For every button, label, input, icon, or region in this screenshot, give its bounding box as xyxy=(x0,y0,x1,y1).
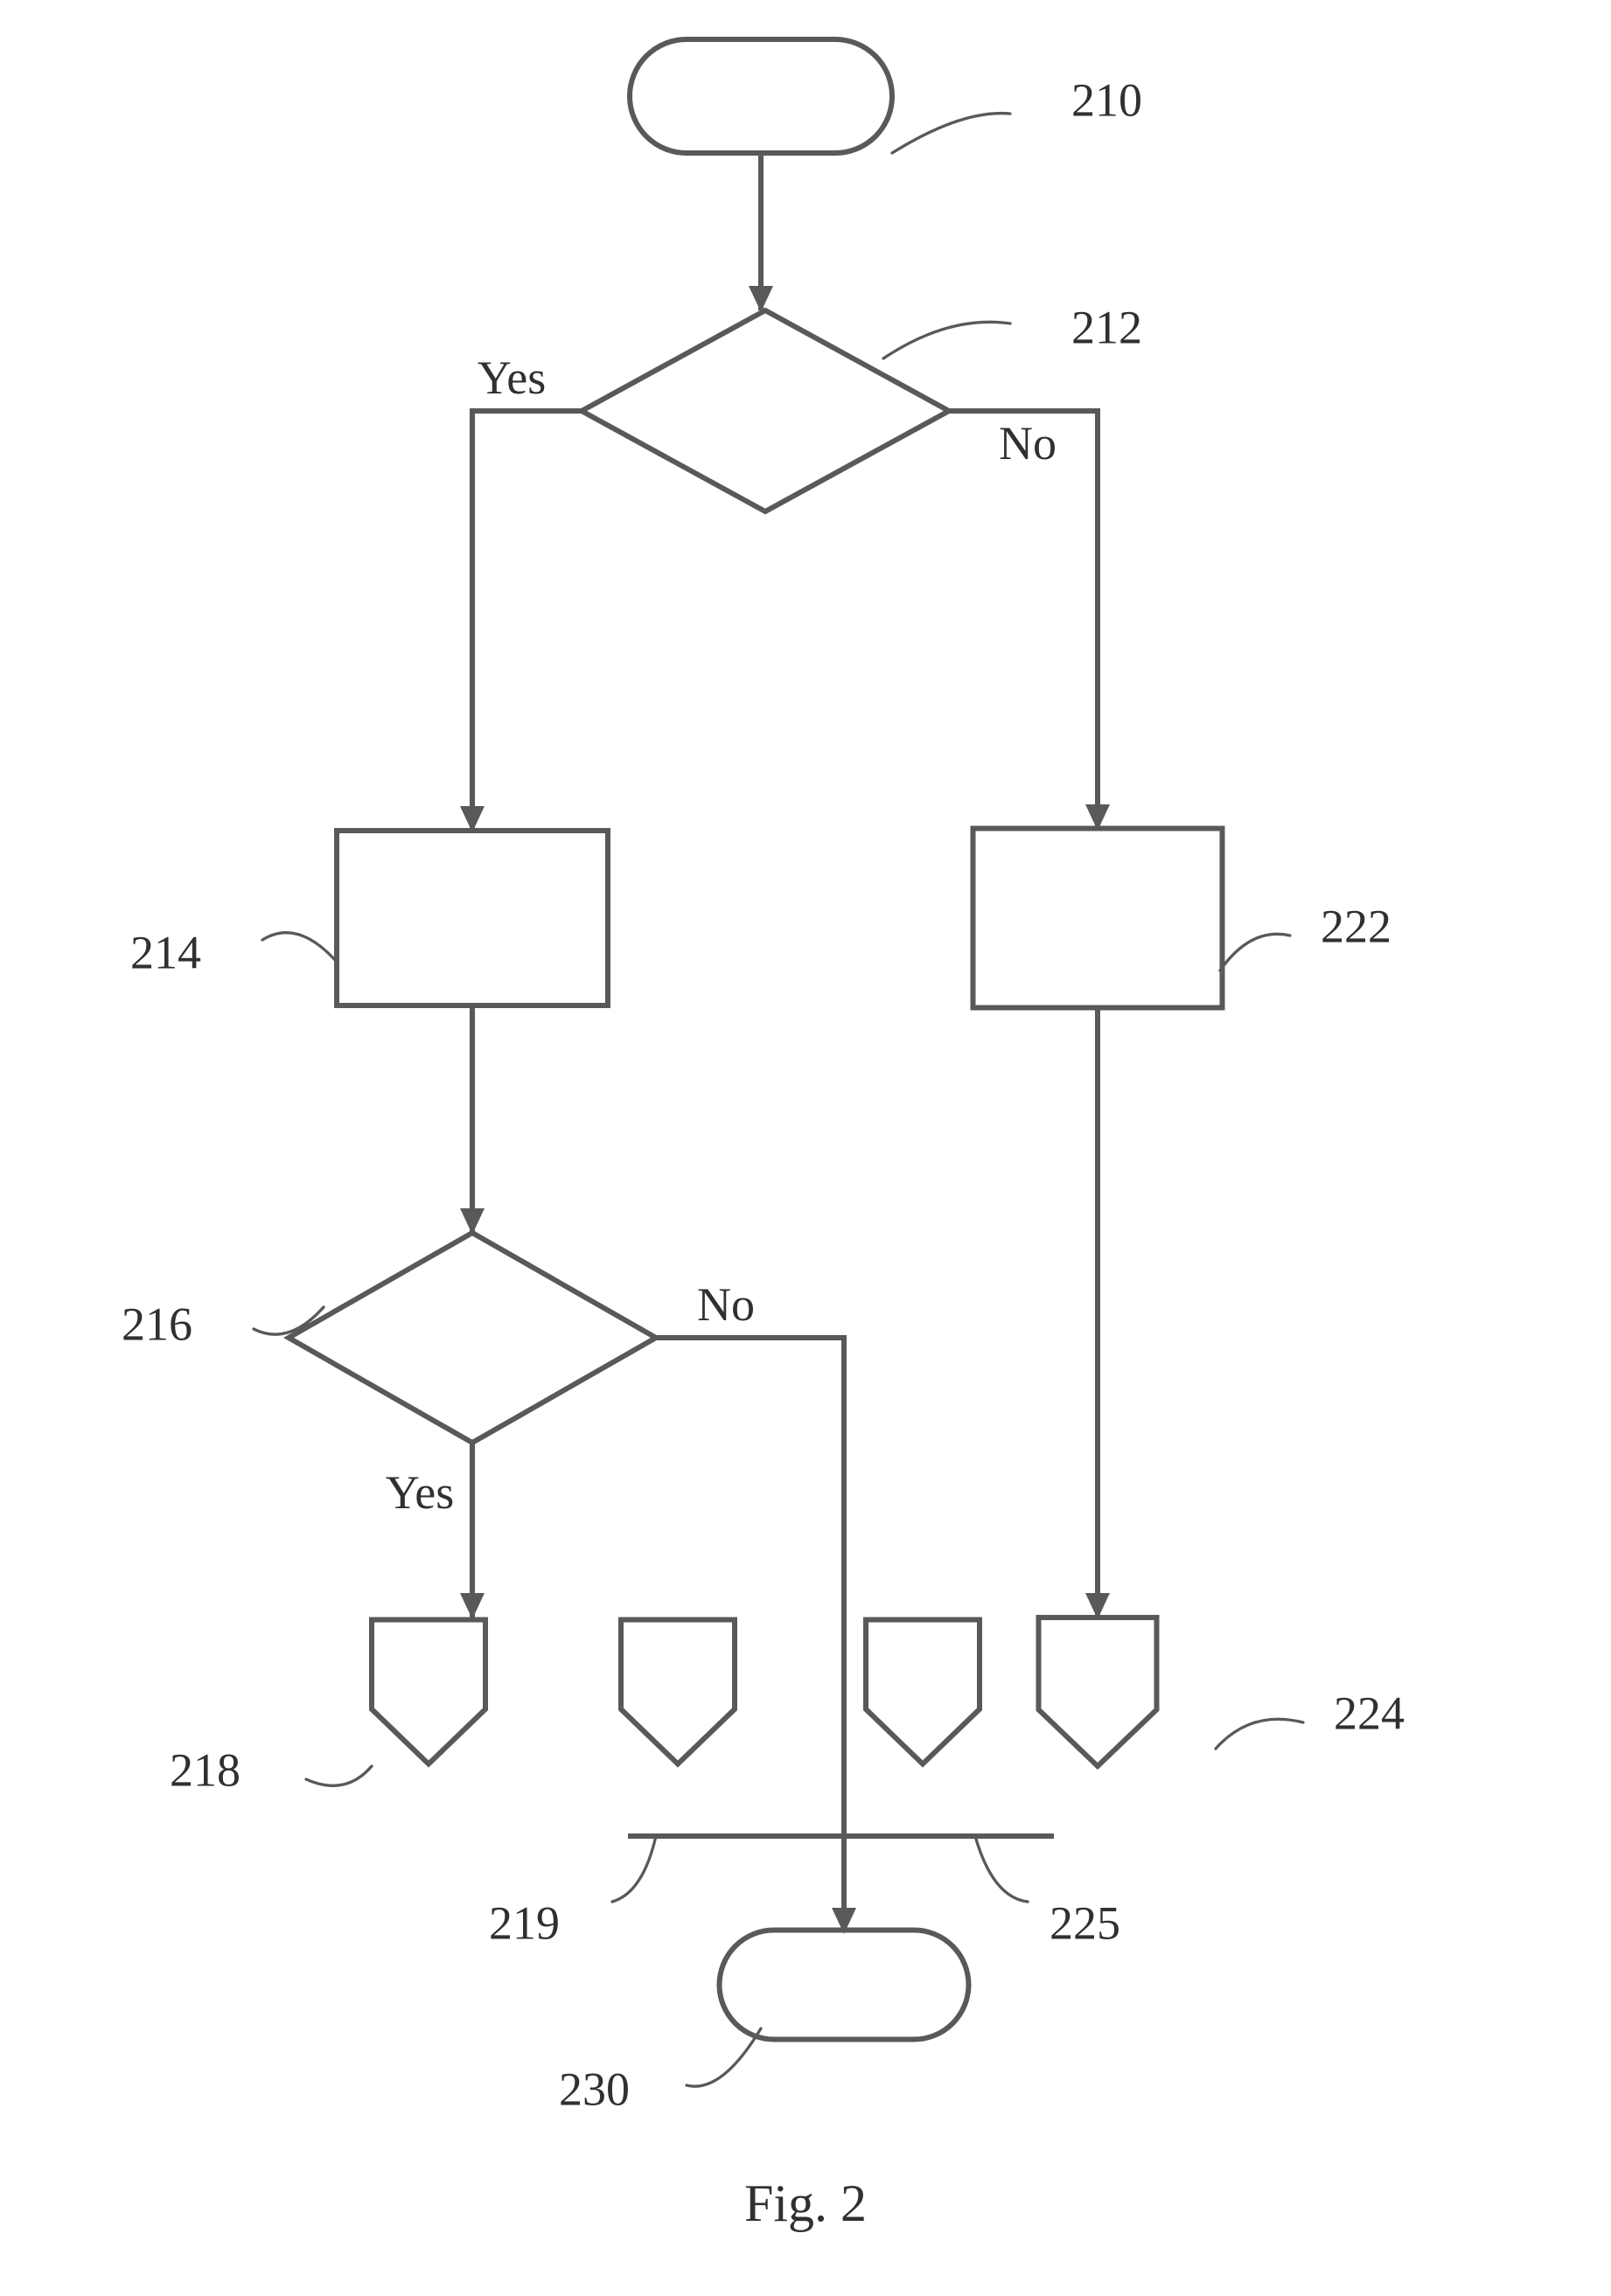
edge-label-e2: Yes xyxy=(478,351,547,404)
node-n218 xyxy=(372,1620,485,1764)
edge-label-e5: Yes xyxy=(386,1466,455,1519)
edge-e2 xyxy=(472,411,582,831)
node-n216 xyxy=(289,1233,656,1443)
edge-label-e6: No xyxy=(697,1278,755,1331)
ref-n224: 224 xyxy=(1334,1687,1405,1739)
ref-n222: 222 xyxy=(1321,900,1391,952)
node-n225 xyxy=(866,1620,980,1764)
node-n230 xyxy=(720,1931,969,2040)
leader-n210 xyxy=(892,114,1010,153)
figure-caption: Fig. 2 xyxy=(744,2174,867,2232)
node-n222 xyxy=(973,829,1223,1008)
edge-e3 xyxy=(949,411,1098,829)
ref-n214: 214 xyxy=(130,926,201,978)
ref-n210: 210 xyxy=(1071,73,1142,126)
leader-n218 xyxy=(306,1766,372,1785)
leader-n219 xyxy=(612,1836,656,1902)
leader-n222 xyxy=(1220,934,1290,971)
leader-n230 xyxy=(687,2028,761,2086)
leader-n225 xyxy=(975,1836,1028,1902)
leader-n212 xyxy=(883,322,1010,358)
ref-n225: 225 xyxy=(1050,1896,1120,1949)
node-n210 xyxy=(630,39,892,153)
node-n214 xyxy=(337,831,608,1005)
ref-n218: 218 xyxy=(170,1743,241,1796)
ref-n212: 212 xyxy=(1071,301,1142,353)
node-n224 xyxy=(1039,1618,1157,1766)
leader-n214 xyxy=(262,933,337,962)
ref-n230: 230 xyxy=(559,2063,630,2115)
node-n219 xyxy=(621,1620,735,1764)
node-n212 xyxy=(582,310,949,511)
ref-n216: 216 xyxy=(122,1298,192,1350)
edge-e6 xyxy=(656,1338,844,1840)
leader-n224 xyxy=(1216,1719,1303,1749)
ref-n219: 219 xyxy=(489,1896,560,1949)
edge-label-e3: No xyxy=(999,417,1057,470)
